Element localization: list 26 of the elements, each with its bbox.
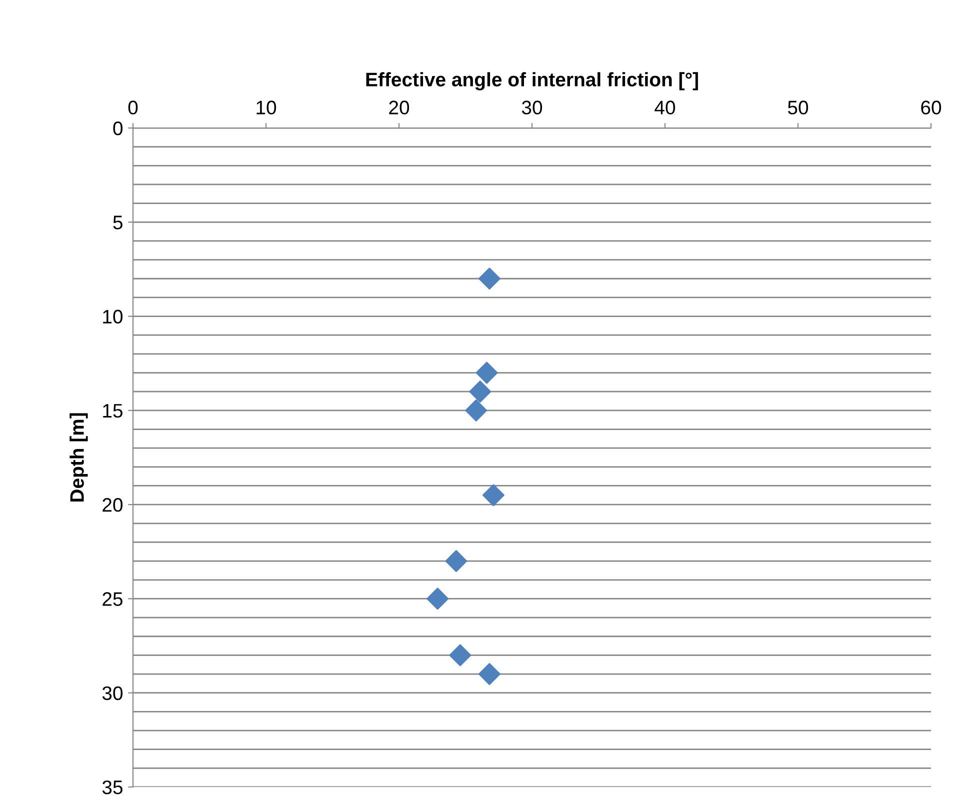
y-axis-title: Depth [m] bbox=[70, 413, 88, 502]
x-tick-label: 40 bbox=[654, 100, 676, 114]
y-tick-label: 5 bbox=[113, 216, 122, 230]
y-tick-label: 35 bbox=[102, 780, 122, 794]
x-tick-label: 10 bbox=[256, 100, 276, 114]
point bbox=[465, 399, 488, 422]
point bbox=[478, 663, 500, 686]
x-axis-title: Effective angle of internal friction [°] bbox=[366, 72, 698, 90]
x-tick-label: 60 bbox=[921, 100, 942, 114]
x-tick-label: 20 bbox=[389, 100, 410, 114]
point bbox=[476, 362, 498, 384]
x-tick-label: 50 bbox=[788, 100, 808, 114]
y-tick-label: 0 bbox=[113, 121, 123, 136]
point bbox=[426, 588, 449, 610]
y-tick-label: 25 bbox=[102, 592, 122, 606]
y-tick-label: 10 bbox=[103, 310, 123, 324]
point bbox=[482, 484, 504, 506]
point bbox=[449, 644, 472, 666]
point bbox=[445, 550, 468, 572]
point bbox=[478, 268, 500, 290]
y-tick-label: 20 bbox=[102, 498, 123, 512]
x-tick-label: 0 bbox=[128, 100, 138, 114]
y-tick-label: 15 bbox=[103, 404, 122, 418]
x-tick-label: 30 bbox=[522, 100, 542, 114]
y-tick-label: 30 bbox=[102, 686, 123, 700]
point bbox=[469, 380, 492, 403]
